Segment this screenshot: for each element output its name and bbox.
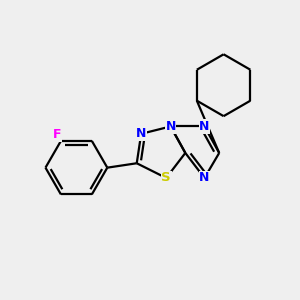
Text: S: S [161,172,171,184]
Text: N: N [165,120,176,133]
Text: N: N [199,172,210,184]
Text: N: N [199,120,210,133]
Text: F: F [53,128,61,141]
Text: N: N [136,127,146,140]
